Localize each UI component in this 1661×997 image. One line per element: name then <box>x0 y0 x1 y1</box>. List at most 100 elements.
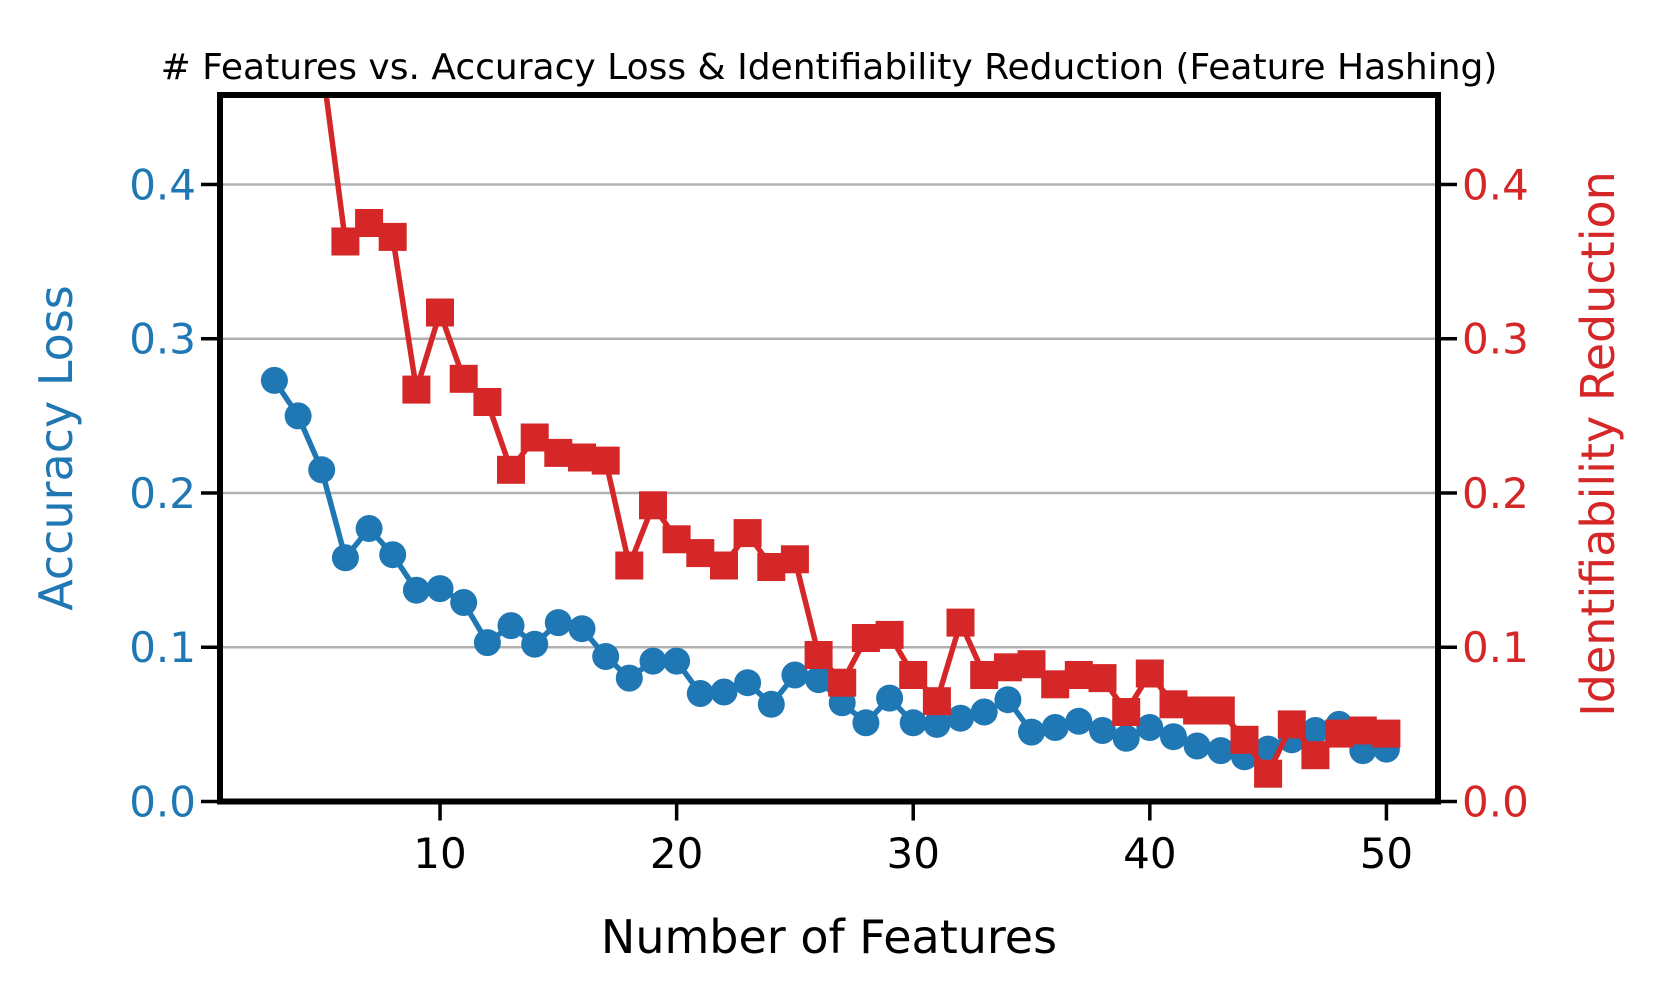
identifiability-reduction-point <box>710 551 738 580</box>
identifiability-reduction-point <box>355 209 384 237</box>
plot-area: 10 20 30 40 50 0.0 0.1 0.2 0.3 0.4 0.0 0.1 0.2 0.3 0.4 <box>129 92 1529 878</box>
identifiability-reduction-point <box>378 222 407 251</box>
accuracy-loss-point <box>639 647 667 675</box>
plot-border <box>217 92 1441 805</box>
right-tick-label: 0.1 <box>1462 623 1529 672</box>
identifiability-reduction-point <box>1301 741 1330 770</box>
identifiability-reduction-point <box>1135 659 1164 688</box>
identifiability-reduction-point <box>1254 759 1283 788</box>
left-tick-label: 0.3 <box>129 315 196 364</box>
accuracy-loss-point <box>450 589 478 616</box>
accuracy-loss-point <box>734 669 762 697</box>
identifiability-reduction-point <box>662 525 691 554</box>
accuracy-loss-point <box>568 615 596 643</box>
accuracy-loss-point <box>1065 707 1093 735</box>
accuracy-loss-point <box>947 704 974 732</box>
identifiability-reduction-point <box>946 608 975 637</box>
accuracy-loss-point <box>1136 714 1164 741</box>
x-tick-label: 20 <box>650 829 703 878</box>
right-tick-label: 0.2 <box>1462 469 1529 518</box>
right-tick-label: 0.0 <box>1462 778 1529 827</box>
accuracy-loss-point <box>260 366 288 394</box>
accuracy-loss-point <box>497 612 525 640</box>
identifiability-reduction-point <box>1183 696 1212 725</box>
accuracy-loss-point <box>1112 724 1140 752</box>
accuracy-loss-point <box>781 661 809 689</box>
identifiability-reduction-point <box>402 375 431 404</box>
accuracy-loss-point <box>426 575 454 603</box>
identifiability-reduction-point <box>591 446 620 475</box>
identifiability-reduction-point <box>615 551 644 580</box>
accuracy-loss-point <box>923 710 951 738</box>
accuracy-loss-point <box>876 684 904 712</box>
accuracy-loss-point <box>1089 717 1116 744</box>
identifiability-reduction-point <box>449 364 478 393</box>
identifiability-reduction-point <box>473 388 502 416</box>
identifiability-reduction-point <box>520 423 549 452</box>
accuracy-loss-point <box>284 402 312 430</box>
identifiability-reduction-point <box>780 545 809 574</box>
identifiability-reduction-point <box>1017 650 1046 679</box>
accuracy-loss-point <box>970 698 998 726</box>
accuracy-loss-point <box>473 629 501 657</box>
left-tick-label: 0.0 <box>129 778 196 827</box>
right-tick-label: 0.3 <box>1462 315 1529 364</box>
accuracy-loss-point <box>379 541 407 569</box>
x-tick-label: 50 <box>1360 829 1413 878</box>
accuracy-loss-point <box>592 643 620 670</box>
accuracy-loss-point <box>663 647 691 675</box>
identifiability-reduction-point <box>639 491 667 520</box>
accuracy-loss-point <box>544 609 572 637</box>
accuracy-loss-point <box>899 709 927 737</box>
right-axis-label: Identifiability Reduction <box>1571 171 1625 717</box>
accuracy-loss-point <box>308 456 336 484</box>
identifiability-reduction-point <box>733 519 762 548</box>
accuracy-loss-point <box>402 576 430 604</box>
right-tick-label: 0.4 <box>1462 160 1529 209</box>
identifiability-reduction-point <box>899 661 928 689</box>
accuracy-loss-point <box>1207 737 1235 765</box>
x-tick-label: 30 <box>887 829 940 878</box>
accuracy-loss-point <box>757 690 785 718</box>
identifiability-reduction-line <box>323 95 1390 777</box>
accuracy-loss-point <box>994 686 1022 714</box>
identifiability-reduction-point <box>686 539 715 568</box>
accuracy-loss-point <box>1301 717 1329 744</box>
identifiability-reduction-point <box>1159 690 1188 719</box>
accuracy-loss-point <box>355 515 383 542</box>
identifiability-reduction-point <box>1277 710 1306 739</box>
left-axis-label: Accuracy Loss <box>29 285 83 611</box>
accuracy-loss-point <box>710 678 738 706</box>
left-tick-label: 0.2 <box>129 469 196 518</box>
identifiability-reduction-point <box>1112 698 1141 726</box>
identifiability-reduction-point <box>1041 670 1070 699</box>
accuracy-loss-point <box>852 709 880 737</box>
identifiability-reduction-point <box>1230 725 1259 754</box>
identifiability-reduction-point <box>993 653 1022 682</box>
identifiability-reduction-point <box>426 298 454 327</box>
identifiability-reduction-point <box>828 668 857 697</box>
accuracy-loss-point <box>1160 723 1187 751</box>
x-axis-label: Number of Features <box>601 910 1057 964</box>
identifiability-reduction-point <box>970 661 999 689</box>
identifiability-reduction-point <box>875 620 904 649</box>
identifiability-reduction-point <box>804 641 833 669</box>
accuracy-loss-point <box>521 630 549 658</box>
x-tick-label: 10 <box>413 829 466 878</box>
identifiability-reduction-point <box>1206 696 1235 725</box>
identifiability-reduction-point <box>922 687 951 716</box>
identifiability-reduction-point <box>331 227 360 256</box>
left-tick-label: 0.1 <box>129 623 196 672</box>
accuracy-loss-point <box>615 664 643 692</box>
identifiability-reduction-point <box>1325 719 1354 748</box>
accuracy-loss-point <box>805 666 833 694</box>
accuracy-loss-point <box>1183 732 1211 760</box>
identifiability-reduction-point <box>851 624 880 652</box>
identifiability-reduction-point <box>1064 661 1093 689</box>
chart-title: # Features vs. Accuracy Loss & Identifia… <box>161 47 1498 88</box>
identifiability-reduction-point <box>1372 719 1401 748</box>
identifiability-reduction-point <box>1348 716 1377 745</box>
x-tick-label: 40 <box>1123 829 1176 878</box>
